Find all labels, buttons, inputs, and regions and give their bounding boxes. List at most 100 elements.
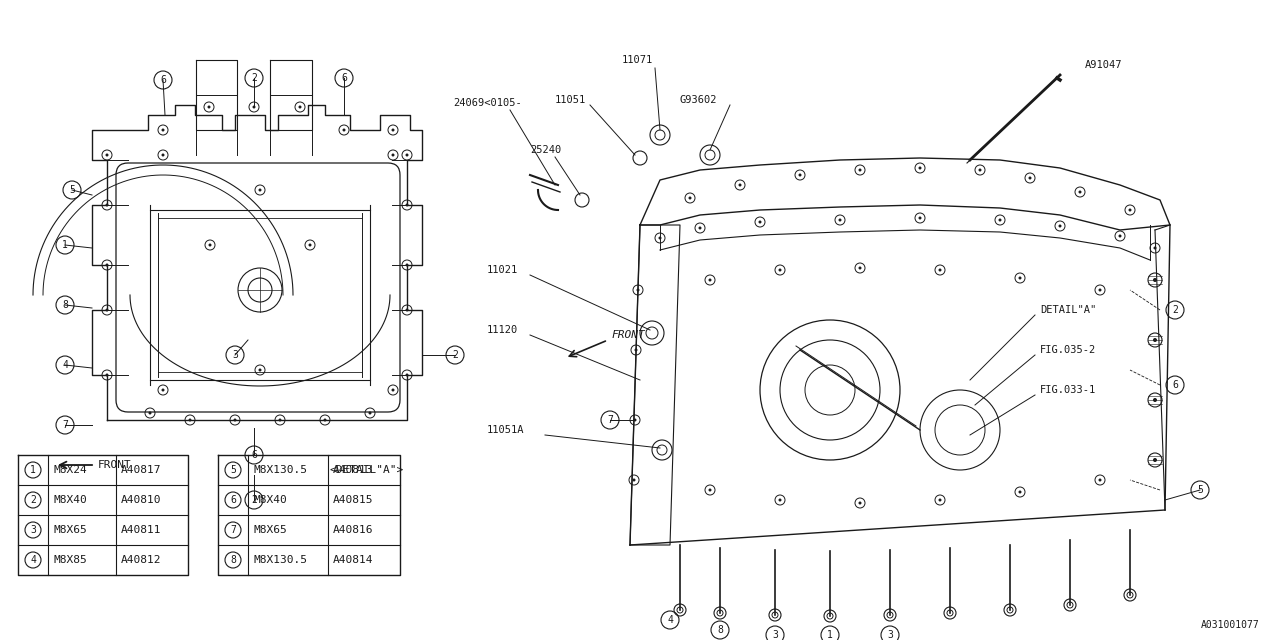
- Text: 6: 6: [340, 73, 347, 83]
- Text: FRONT: FRONT: [612, 330, 645, 340]
- Text: A40817: A40817: [122, 465, 161, 475]
- Circle shape: [938, 269, 942, 271]
- Circle shape: [739, 184, 741, 186]
- Text: A40812: A40812: [122, 555, 161, 565]
- Text: 4: 4: [667, 615, 673, 625]
- Circle shape: [759, 221, 762, 223]
- Circle shape: [392, 129, 394, 131]
- Circle shape: [233, 419, 237, 422]
- Text: M8X40: M8X40: [253, 495, 287, 505]
- Text: M8X24: M8X24: [52, 465, 87, 475]
- Circle shape: [658, 237, 662, 239]
- Circle shape: [188, 419, 192, 422]
- Circle shape: [406, 374, 408, 376]
- Text: 6: 6: [160, 75, 166, 85]
- Text: 2: 2: [29, 495, 36, 505]
- Text: 11071: 11071: [622, 55, 653, 65]
- Circle shape: [105, 154, 109, 157]
- Circle shape: [634, 419, 636, 422]
- Text: 2: 2: [251, 495, 257, 505]
- Circle shape: [1019, 276, 1021, 280]
- Circle shape: [1079, 191, 1082, 193]
- Circle shape: [1129, 209, 1132, 211]
- Circle shape: [161, 154, 165, 157]
- Circle shape: [105, 264, 109, 266]
- Circle shape: [1153, 338, 1157, 342]
- Text: <DETAIL"A">: <DETAIL"A">: [330, 465, 404, 475]
- Circle shape: [838, 218, 841, 221]
- Text: 5: 5: [69, 185, 76, 195]
- Circle shape: [161, 129, 165, 131]
- Circle shape: [1153, 278, 1157, 282]
- Circle shape: [207, 106, 210, 109]
- Circle shape: [919, 216, 922, 220]
- Circle shape: [636, 289, 640, 291]
- Text: 7: 7: [607, 415, 613, 425]
- Circle shape: [279, 419, 282, 422]
- Text: 11021: 11021: [486, 265, 518, 275]
- Circle shape: [298, 106, 302, 109]
- Text: 11051A: 11051A: [486, 425, 525, 435]
- Circle shape: [1029, 177, 1032, 179]
- Circle shape: [938, 499, 942, 502]
- Circle shape: [1153, 246, 1157, 250]
- Circle shape: [635, 349, 637, 351]
- Text: 25240: 25240: [530, 145, 561, 155]
- Text: 3: 3: [29, 525, 36, 535]
- Circle shape: [209, 243, 211, 246]
- Text: 1: 1: [29, 465, 36, 475]
- Text: 1: 1: [61, 240, 68, 250]
- Text: 3: 3: [887, 630, 893, 640]
- Text: FIG.035-2: FIG.035-2: [1039, 345, 1096, 355]
- Text: DETAIL"A": DETAIL"A": [1039, 305, 1096, 315]
- Circle shape: [105, 204, 109, 207]
- Text: 5: 5: [1197, 485, 1203, 495]
- Text: A40814: A40814: [333, 555, 374, 565]
- Text: A91047: A91047: [1085, 60, 1123, 70]
- Circle shape: [392, 154, 394, 157]
- Circle shape: [689, 196, 691, 200]
- Text: M8X85: M8X85: [52, 555, 87, 565]
- Circle shape: [699, 227, 701, 230]
- Text: FIG.033-1: FIG.033-1: [1039, 385, 1096, 395]
- Circle shape: [392, 388, 394, 392]
- Text: A031001077: A031001077: [1201, 620, 1260, 630]
- Text: 4: 4: [29, 555, 36, 565]
- Text: 2: 2: [251, 73, 257, 83]
- Circle shape: [406, 264, 408, 266]
- Text: M8X130.5: M8X130.5: [253, 465, 307, 475]
- Circle shape: [1119, 234, 1121, 237]
- Text: M8X130.5: M8X130.5: [253, 555, 307, 565]
- Circle shape: [1098, 289, 1102, 291]
- Circle shape: [252, 106, 256, 109]
- Text: 11120: 11120: [486, 325, 518, 335]
- Text: 2: 2: [452, 350, 458, 360]
- Text: A40816: A40816: [333, 525, 374, 535]
- Circle shape: [1059, 225, 1061, 227]
- Text: A40811: A40811: [122, 525, 161, 535]
- Text: G93602: G93602: [680, 95, 718, 105]
- Text: M8X65: M8X65: [52, 525, 87, 535]
- Text: 6: 6: [1172, 380, 1178, 390]
- Text: A40810: A40810: [122, 495, 161, 505]
- Circle shape: [1098, 479, 1102, 481]
- Circle shape: [778, 269, 782, 271]
- Circle shape: [161, 388, 165, 392]
- Circle shape: [1019, 490, 1021, 493]
- Circle shape: [406, 204, 408, 207]
- Circle shape: [343, 129, 346, 131]
- Text: 3: 3: [772, 630, 778, 640]
- Text: 11051: 11051: [556, 95, 586, 105]
- Circle shape: [859, 266, 861, 269]
- Circle shape: [369, 412, 371, 415]
- Circle shape: [709, 278, 712, 282]
- Circle shape: [324, 419, 326, 422]
- Circle shape: [105, 308, 109, 312]
- Circle shape: [632, 479, 635, 481]
- Text: 1: 1: [827, 630, 833, 640]
- Circle shape: [859, 502, 861, 504]
- Circle shape: [406, 154, 408, 157]
- Text: M8X65: M8X65: [253, 525, 287, 535]
- Circle shape: [778, 499, 782, 502]
- Circle shape: [406, 308, 408, 312]
